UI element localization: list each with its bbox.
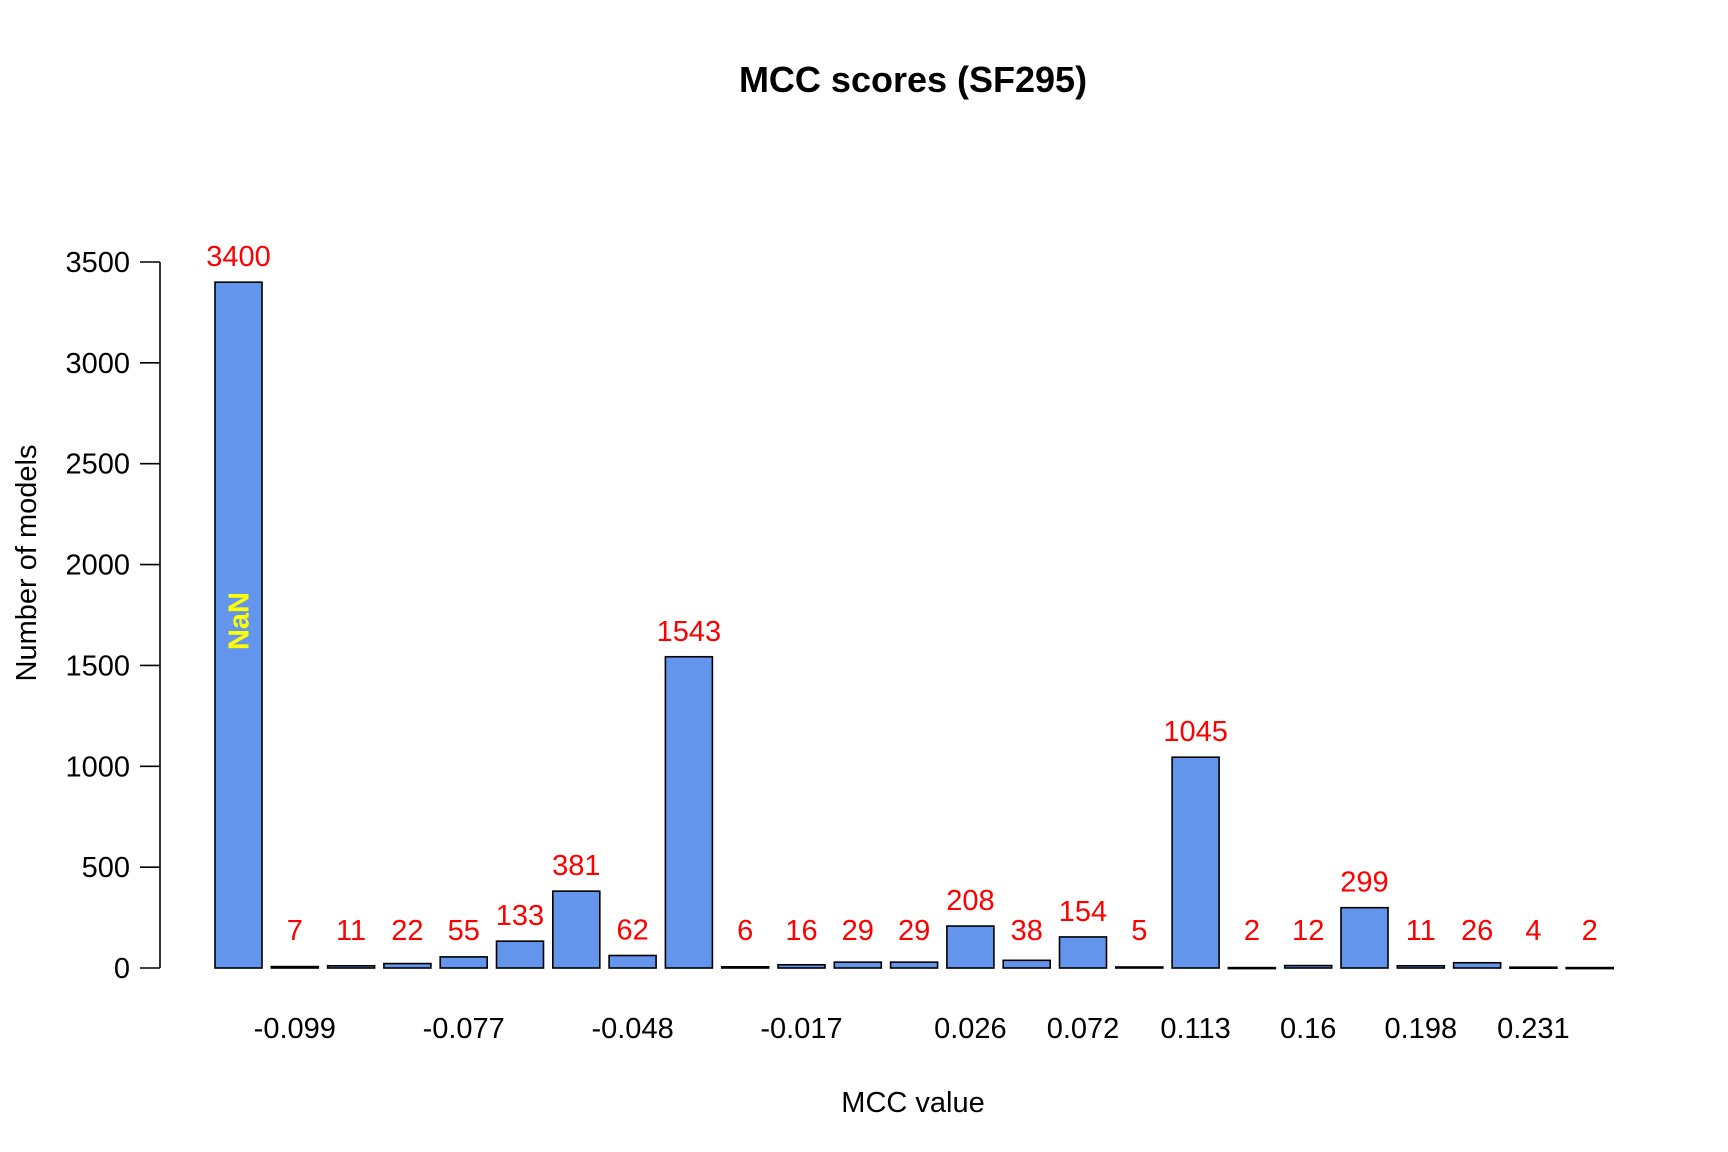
y-tick-label: 0: [114, 953, 130, 985]
bar-value-label: 2: [1582, 915, 1598, 947]
bar: [551, 890, 601, 969]
bar: [383, 962, 432, 969]
bar-value-label: 29: [842, 915, 874, 947]
bar-value-label: 16: [785, 915, 817, 947]
bar-value-label: 2: [1244, 915, 1260, 947]
bar: [1002, 959, 1052, 969]
y-tick-label: 500: [82, 852, 130, 884]
bar: [720, 965, 770, 969]
bar: [664, 655, 714, 969]
bar-value-label: 38: [1011, 915, 1043, 947]
x-tick-label: 0.198: [1385, 1013, 1458, 1045]
bar: [270, 965, 320, 969]
bar: [495, 940, 545, 969]
y-tick-label: 2000: [65, 550, 130, 582]
bar: [777, 963, 826, 969]
bar: [1509, 966, 1558, 969]
bar: [833, 961, 883, 969]
y-tick-label: 3500: [65, 247, 130, 279]
bar-value-label: 5: [1131, 915, 1147, 947]
bar-value-label: 55: [448, 915, 480, 947]
bar-value-label: 22: [391, 915, 423, 947]
x-tick-label: 0.072: [1047, 1013, 1120, 1045]
x-tick-label: 0.026: [934, 1013, 1007, 1045]
bar-value-label: 26: [1461, 915, 1493, 947]
bar: [1058, 936, 1108, 969]
bar: [1171, 756, 1220, 969]
bar: [439, 956, 489, 969]
y-tick-label: 2500: [65, 449, 130, 481]
x-axis-label: MCC value: [841, 1087, 984, 1119]
x-tick-label: 0.113: [1160, 1013, 1230, 1045]
y-tick-label: 1500: [65, 650, 130, 682]
bar: [1340, 906, 1389, 969]
chart-title: MCC scores (SF295): [739, 59, 1087, 100]
bar-value-label: 62: [616, 914, 648, 946]
bar: [326, 964, 376, 969]
bar-value-label: 6: [737, 915, 753, 947]
bar-value-label: 133: [496, 900, 544, 932]
x-tick-label: -0.099: [254, 1013, 336, 1045]
bar: [946, 925, 995, 969]
bar: [214, 281, 263, 969]
bar: [1452, 961, 1502, 969]
bars-group: NaN: [214, 281, 1614, 970]
bar-value-label: 12: [1292, 915, 1324, 947]
bar-value-label: 3400: [206, 241, 271, 273]
x-tick-label: -0.017: [760, 1013, 842, 1045]
bar-value-label: 1045: [1163, 716, 1228, 748]
bar-value-label: 154: [1059, 896, 1107, 928]
bar: [608, 954, 657, 969]
bar: [1396, 964, 1446, 969]
bar-value-label: 11: [1406, 915, 1436, 947]
bar: [1115, 966, 1164, 969]
bar-value-label: 1543: [657, 616, 722, 648]
y-axis-label: Number of models: [11, 445, 43, 682]
bar-value-label: 208: [946, 885, 994, 917]
x-tick-label: 0.231: [1497, 1013, 1570, 1045]
bar-value-label: 4: [1525, 915, 1541, 947]
bar-value-label: 11: [336, 915, 366, 947]
bar-value-label: 7: [287, 915, 303, 947]
x-tick-labels-group: -0.099 -0.077 -0.048 -0.017 0.026 0.072 0.113 0…: [254, 1013, 1570, 1045]
y-tick-label: 1000: [65, 751, 130, 783]
bar-annotation: NaN: [224, 592, 256, 650]
y-axis: 0 500 1000 1500 2000 2500 3000 3500: [65, 247, 161, 985]
bar-value-label: 381: [552, 850, 600, 882]
bar-value-label: 29: [898, 915, 930, 947]
bar: [889, 961, 939, 969]
x-tick-label: -0.048: [591, 1013, 673, 1045]
x-tick-label: 0.16: [1280, 1013, 1336, 1045]
bar: [1283, 964, 1333, 969]
x-tick-label: -0.077: [423, 1013, 505, 1045]
y-tick-label: 3000: [65, 348, 130, 380]
bar: [1565, 966, 1614, 970]
bar: [1227, 966, 1277, 970]
bar-value-label: 299: [1340, 867, 1388, 899]
